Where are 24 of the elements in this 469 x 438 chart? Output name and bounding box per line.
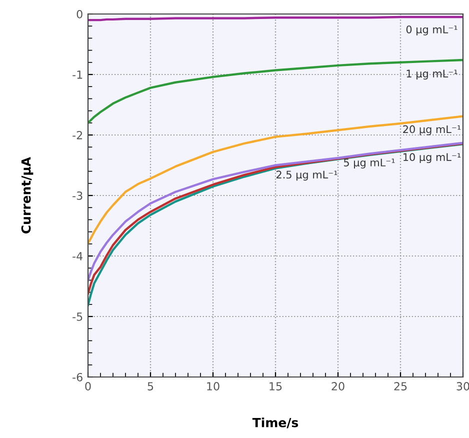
y-tick-label: 0	[76, 10, 82, 18]
series-label: 1 μg mL⁻¹	[406, 70, 458, 80]
x-tick-label: 20	[332, 382, 344, 390]
series-label: 0 μg mL⁻¹	[406, 25, 458, 36]
x-tick-label: 30	[456, 382, 469, 390]
series-label: 20 μg mL⁻¹	[403, 125, 461, 136]
x-axis-title: Time/s	[252, 418, 298, 428]
line-series	[88, 115, 463, 244]
x-tick-label: 5	[148, 382, 154, 390]
y-tick-label: -5	[72, 312, 82, 321]
x-tick-label: 0	[85, 382, 91, 390]
series-label: 5 μg mL⁻¹	[344, 158, 395, 168]
y-tick-label: -4	[72, 252, 83, 260]
series-label: 10 μg mL⁻¹	[404, 153, 461, 164]
x-tick-label: 10	[207, 382, 220, 390]
line-series	[88, 58, 463, 124]
y-axis-title: Current/μA	[21, 156, 34, 234]
y-tick-label: -2	[72, 130, 82, 140]
x-tick-label: 15	[270, 382, 282, 390]
y-tick-label: -1	[72, 70, 82, 79]
y-tick-label: -6	[72, 372, 82, 382]
x-tick-label: 25	[394, 382, 407, 390]
y-tick-label: -3	[72, 191, 82, 200]
series-label: 2.5 μg mL⁻¹	[276, 170, 338, 181]
